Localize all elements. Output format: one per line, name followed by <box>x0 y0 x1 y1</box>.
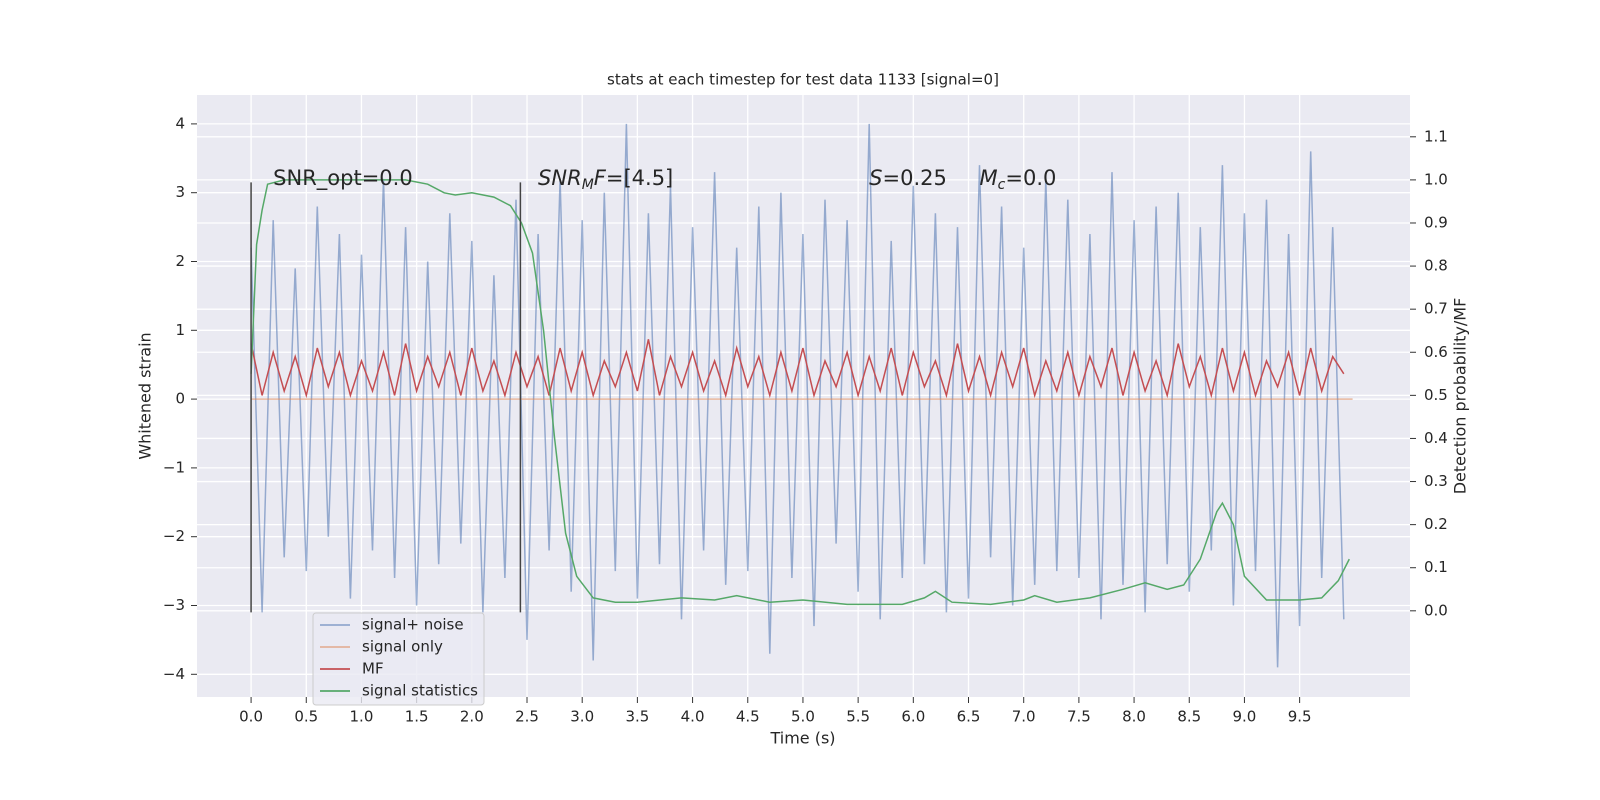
y-tick-label: −1 <box>163 458 185 476</box>
x-tick-label: 2.0 <box>460 708 484 726</box>
y2-tick-label: 1.0 <box>1424 170 1448 188</box>
annotation-part: M <box>582 177 594 193</box>
x-tick-label: 3.5 <box>625 708 649 726</box>
x-tick-label: 1.0 <box>350 708 374 726</box>
annotation-part: M <box>980 166 998 190</box>
y-tick-label: 4 <box>175 114 185 132</box>
x-tick-label: 9.5 <box>1288 708 1312 726</box>
legend-box <box>312 612 485 706</box>
series-line <box>250 179 1350 606</box>
annotation-part: F <box>594 166 607 190</box>
annotation-part: SNR_opt=0.0 <box>273 166 413 191</box>
y2-tick-label: 0.1 <box>1424 558 1448 576</box>
y-tick-label: 3 <box>175 183 185 201</box>
series-line <box>250 339 1345 399</box>
y2-tick-label: 0.4 <box>1424 429 1448 447</box>
x-tick-label: 7.0 <box>1012 708 1036 726</box>
legend-label: signal only <box>362 638 443 656</box>
y2-tick-label: 0.7 <box>1424 300 1448 318</box>
annotation-part: SNR <box>538 166 582 190</box>
y-tick-label: −2 <box>163 527 185 545</box>
legend-label: signal statistics <box>362 682 478 700</box>
annotation: Mc=0.0 <box>980 166 1057 193</box>
legend: signal+ noise signal only MF signal statist… <box>312 612 485 706</box>
y2-tick-label: 0.3 <box>1424 472 1448 490</box>
y-tick-label: 1 <box>175 321 185 339</box>
x-axis-label: Time (s) <box>769 729 835 748</box>
annotation-part: =0.25 <box>883 166 947 190</box>
y2-axis-label: Detection probability/MF <box>1451 298 1470 495</box>
y2-tick-label: 0.2 <box>1424 515 1448 533</box>
x-tick-label: 4.5 <box>736 708 760 726</box>
y2-tick-label: 0.5 <box>1424 386 1448 404</box>
x-tick-label: 8.5 <box>1177 708 1201 726</box>
x-tick-label: 5.5 <box>846 708 870 726</box>
y2-tick-label: 0.8 <box>1424 257 1448 275</box>
annotation-part: =[4.5] <box>606 166 673 190</box>
annotation: SNRMF=[4.5] <box>538 166 673 193</box>
legend-label: signal+ noise <box>362 616 464 634</box>
x-tick-label: 0.5 <box>294 708 318 726</box>
annotation: SNR_opt=0.0 <box>273 166 413 191</box>
x-tick-label: 8.0 <box>1122 708 1146 726</box>
x-tick-label: 3.0 <box>570 708 594 726</box>
y-tick-label: −3 <box>163 596 185 614</box>
annotation-part: c <box>998 177 1006 193</box>
y-tick-label: −4 <box>163 665 185 683</box>
annotation: S=0.25 <box>869 166 947 190</box>
x-tick-label: 7.5 <box>1067 708 1091 726</box>
x-tick-label: 5.0 <box>791 708 815 726</box>
x-tick-label: 1.5 <box>405 708 429 726</box>
y-tick-label: 2 <box>175 252 185 270</box>
x-tick-label: 6.0 <box>901 708 925 726</box>
x-tick-label: 2.5 <box>515 708 539 726</box>
y-axis-label: Whitened strain <box>136 332 155 459</box>
x-tick-label: 6.5 <box>957 708 981 726</box>
annotation-part: S <box>869 166 882 190</box>
y2-tick-label: 0.0 <box>1424 601 1448 619</box>
y-tick-label: 0 <box>175 390 185 408</box>
y2-tick-label: 0.9 <box>1424 213 1448 231</box>
series-line <box>250 123 1345 668</box>
chart-title: stats at each timestep for test data 113… <box>607 71 999 89</box>
y2-tick-label: 1.1 <box>1424 127 1448 145</box>
x-tick-label: 0.0 <box>239 708 263 726</box>
legend-label: MF <box>362 660 384 678</box>
x-tick-label: 4.0 <box>681 708 705 726</box>
x-tick-label: 9.0 <box>1233 708 1257 726</box>
annotation-part: =0.0 <box>1005 166 1056 190</box>
y2-tick-label: 0.6 <box>1424 343 1448 361</box>
